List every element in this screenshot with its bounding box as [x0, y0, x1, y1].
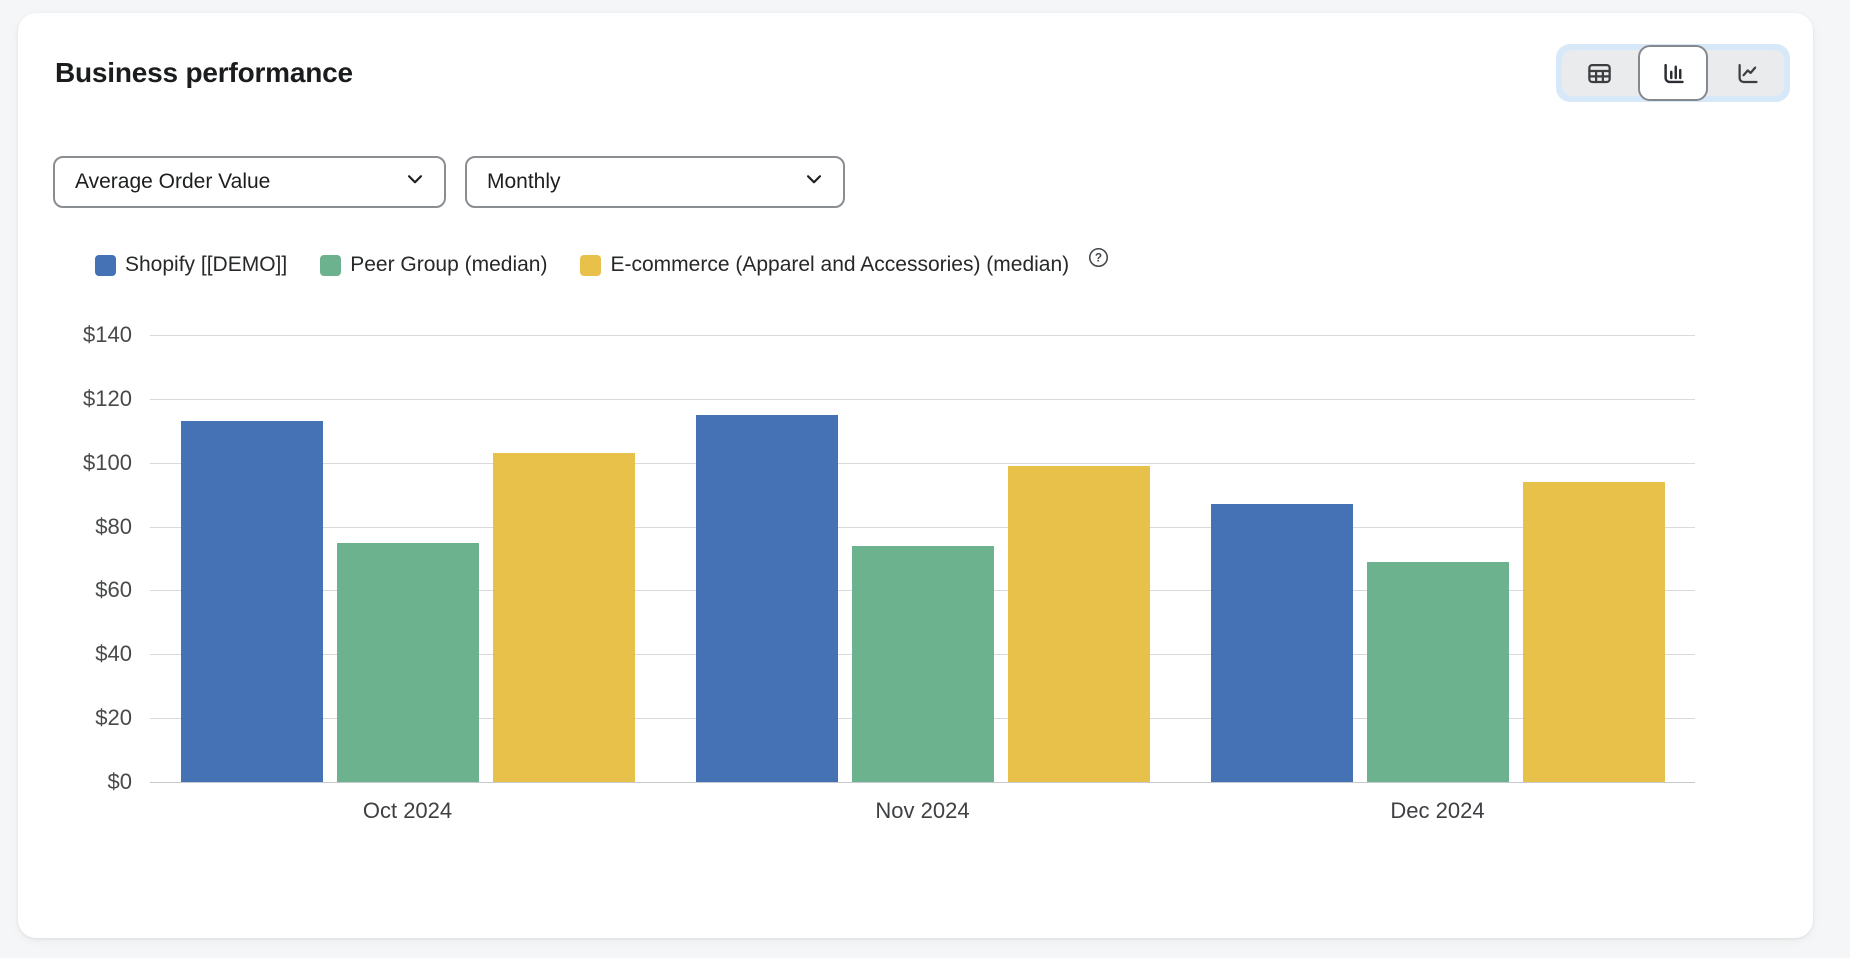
- x-axis-label-dec-2024: Dec 2024: [1390, 798, 1485, 823]
- business-performance-card: Business performance: [18, 13, 1813, 938]
- plot-area: [150, 335, 1695, 783]
- toggle-track: [1562, 45, 1784, 101]
- metric-select[interactable]: Average Order Value: [53, 156, 446, 208]
- y-axis-tick-20: $20: [95, 705, 132, 731]
- filters-row: Average Order Value Monthly: [53, 156, 845, 208]
- chart-area: $0 $20 $40 $60 $80 $100 $120 $140 Oct 2024 Nov 20…: [18, 322, 1813, 835]
- bar-group-oct-2024: [150, 421, 665, 782]
- legend-label: Peer Group (median): [350, 253, 548, 276]
- metric-select-value: Average Order Value: [75, 170, 271, 193]
- bar-chart-icon: [1660, 60, 1687, 87]
- gridline-140: [150, 335, 1695, 336]
- chevron-down-icon: [402, 166, 428, 198]
- legend-item-shopify-demo[interactable]: Shopify [[DEMO]]: [95, 253, 287, 277]
- chevron-down-icon: [801, 166, 827, 198]
- gridline-0: [150, 782, 1695, 783]
- bar-peer-group-median-nov-2024[interactable]: [851, 545, 994, 782]
- bar-shopify-demo-nov-2024[interactable]: [695, 414, 838, 782]
- svg-text:?: ?: [1095, 250, 1102, 264]
- granularity-select[interactable]: Monthly: [465, 156, 845, 208]
- bar-shopify-demo-dec-2024[interactable]: [1210, 504, 1353, 782]
- x-axis-label-nov-2024: Nov 2024: [875, 798, 970, 823]
- chart-legend: Shopify [[DEMO]] Peer Group (median) E-com…: [95, 247, 1109, 277]
- line-chart-view-button[interactable]: [1710, 50, 1784, 96]
- bar-group-nov-2024: [665, 414, 1180, 782]
- bar-shopify-demo-oct-2024[interactable]: [180, 421, 323, 782]
- legend-swatch: [95, 254, 116, 276]
- bar-e-commerce-apparel-and-accessories-median-dec-2024[interactable]: [1522, 481, 1665, 782]
- y-axis-tick-80: $80: [95, 513, 132, 539]
- granularity-select-value: Monthly: [487, 170, 561, 193]
- x-axis-label-oct-2024: Oct 2024: [362, 798, 453, 823]
- legend-label: Shopify [[DEMO]]: [125, 253, 288, 276]
- bar-peer-group-median-dec-2024[interactable]: [1366, 561, 1509, 782]
- line-chart-icon: [1734, 60, 1761, 87]
- y-axis-tick-140: $140: [83, 322, 132, 347]
- gridline-100: [150, 462, 1695, 464]
- bar-e-commerce-apparel-and-accessories-median-oct-2024[interactable]: [492, 453, 635, 782]
- table-icon: [1586, 60, 1613, 87]
- legend-help-icon[interactable]: ?: [1088, 247, 1109, 268]
- y-axis-tick-60: $60: [95, 577, 132, 603]
- bar-e-commerce-apparel-and-accessories-median-nov-2024[interactable]: [1007, 465, 1150, 782]
- bar-peer-group-median-oct-2024[interactable]: [336, 542, 479, 782]
- legend-label: E-commerce (Apparel and Accessories) (me…: [610, 253, 1070, 276]
- bar-chart-view-button[interactable]: [1638, 45, 1708, 101]
- legend-swatch: [320, 254, 342, 276]
- gridline-80: [150, 526, 1695, 528]
- legend-swatch: [580, 254, 602, 276]
- y-axis-tick-120: $120: [83, 385, 132, 411]
- y-axis-tick-0: $0: [107, 769, 132, 794]
- y-axis-tick-100: $100: [83, 449, 132, 475]
- page-title: Business performance: [55, 57, 353, 88]
- legend-item-e-commerce-apparel-and-accessories-median[interactable]: E-commerce (Apparel and Accessories) (me…: [580, 253, 1069, 277]
- table-view-button[interactable]: [1562, 50, 1636, 96]
- y-axis-tick-40: $40: [95, 641, 132, 667]
- chart-view-toggle: [1556, 44, 1790, 102]
- legend-item-peer-group-median[interactable]: Peer Group (median): [320, 253, 547, 277]
- gridline-120: [150, 398, 1695, 400]
- bar-group-dec-2024: [1180, 481, 1695, 782]
